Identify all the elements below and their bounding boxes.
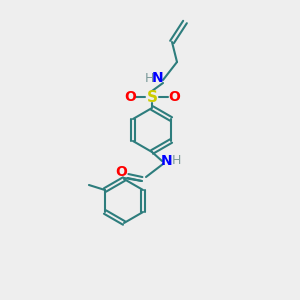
Text: H: H: [144, 71, 154, 85]
Text: O: O: [115, 165, 127, 179]
Text: N: N: [152, 71, 164, 85]
Text: O: O: [168, 90, 180, 104]
Text: N: N: [161, 154, 173, 168]
Text: H: H: [171, 154, 181, 167]
Text: O: O: [124, 90, 136, 104]
Text: S: S: [146, 89, 158, 104]
